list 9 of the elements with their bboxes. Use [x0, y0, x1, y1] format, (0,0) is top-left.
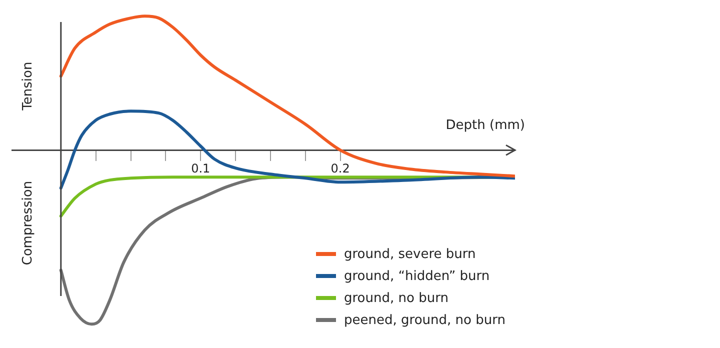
legend-label: ground, severe burn: [344, 246, 476, 262]
x-tick-label: 0.1: [191, 161, 210, 176]
legend-label: ground, no burn: [344, 290, 448, 306]
x-axis-title: Depth (mm): [446, 118, 525, 134]
legend-label: peened, ground, no burn: [344, 312, 506, 328]
annotation: Tension: [20, 62, 36, 112]
annotation: Compression: [20, 180, 36, 266]
legend-label: ground, “hidden” burn: [344, 268, 490, 284]
x-tick-label: 0.2: [330, 161, 350, 176]
